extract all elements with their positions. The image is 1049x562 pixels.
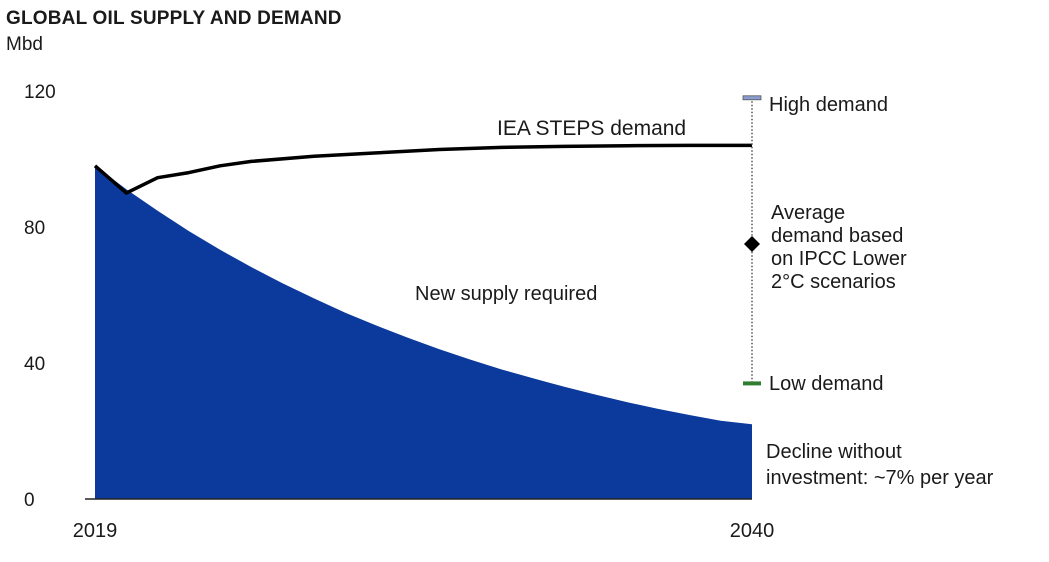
y-tick-label-0: 0 (24, 490, 35, 511)
low-demand-marker (743, 381, 761, 386)
y-tick-label-120: 120 (24, 82, 56, 103)
iea-steps-demand-label: IEA STEPS demand (497, 117, 686, 140)
decline-label-line: investment: ~7% per year (766, 467, 994, 489)
high-demand-label: High demand (769, 94, 888, 116)
average-demand-label-line: on IPCC Lower (771, 248, 907, 270)
iea-steps-demand-line (93, 143, 752, 195)
y-axis-unit: Mbd (6, 34, 43, 55)
y-tick-label-80: 80 (24, 218, 45, 239)
high-demand-marker (742, 95, 762, 101)
average-demand-label-line: demand based (771, 225, 903, 247)
x-tick-label-2019: 2019 (73, 520, 118, 542)
average-demand-marker (744, 236, 760, 252)
y-tick-label-40: 40 (24, 354, 45, 375)
average-demand-label-line: Average (771, 202, 845, 224)
ipcc-demand-range (742, 95, 762, 386)
chart-title: GLOBAL OIL SUPPLY AND DEMAND (6, 8, 342, 29)
decline-label-line: Decline without (766, 441, 902, 463)
x-tick-label-2040: 2040 (730, 520, 775, 542)
decline-area (95, 165, 752, 500)
average-demand-label-line: 2°C scenarios (771, 271, 896, 293)
low-demand-label: Low demand (769, 373, 884, 395)
new-supply-label: New supply required (415, 283, 597, 305)
